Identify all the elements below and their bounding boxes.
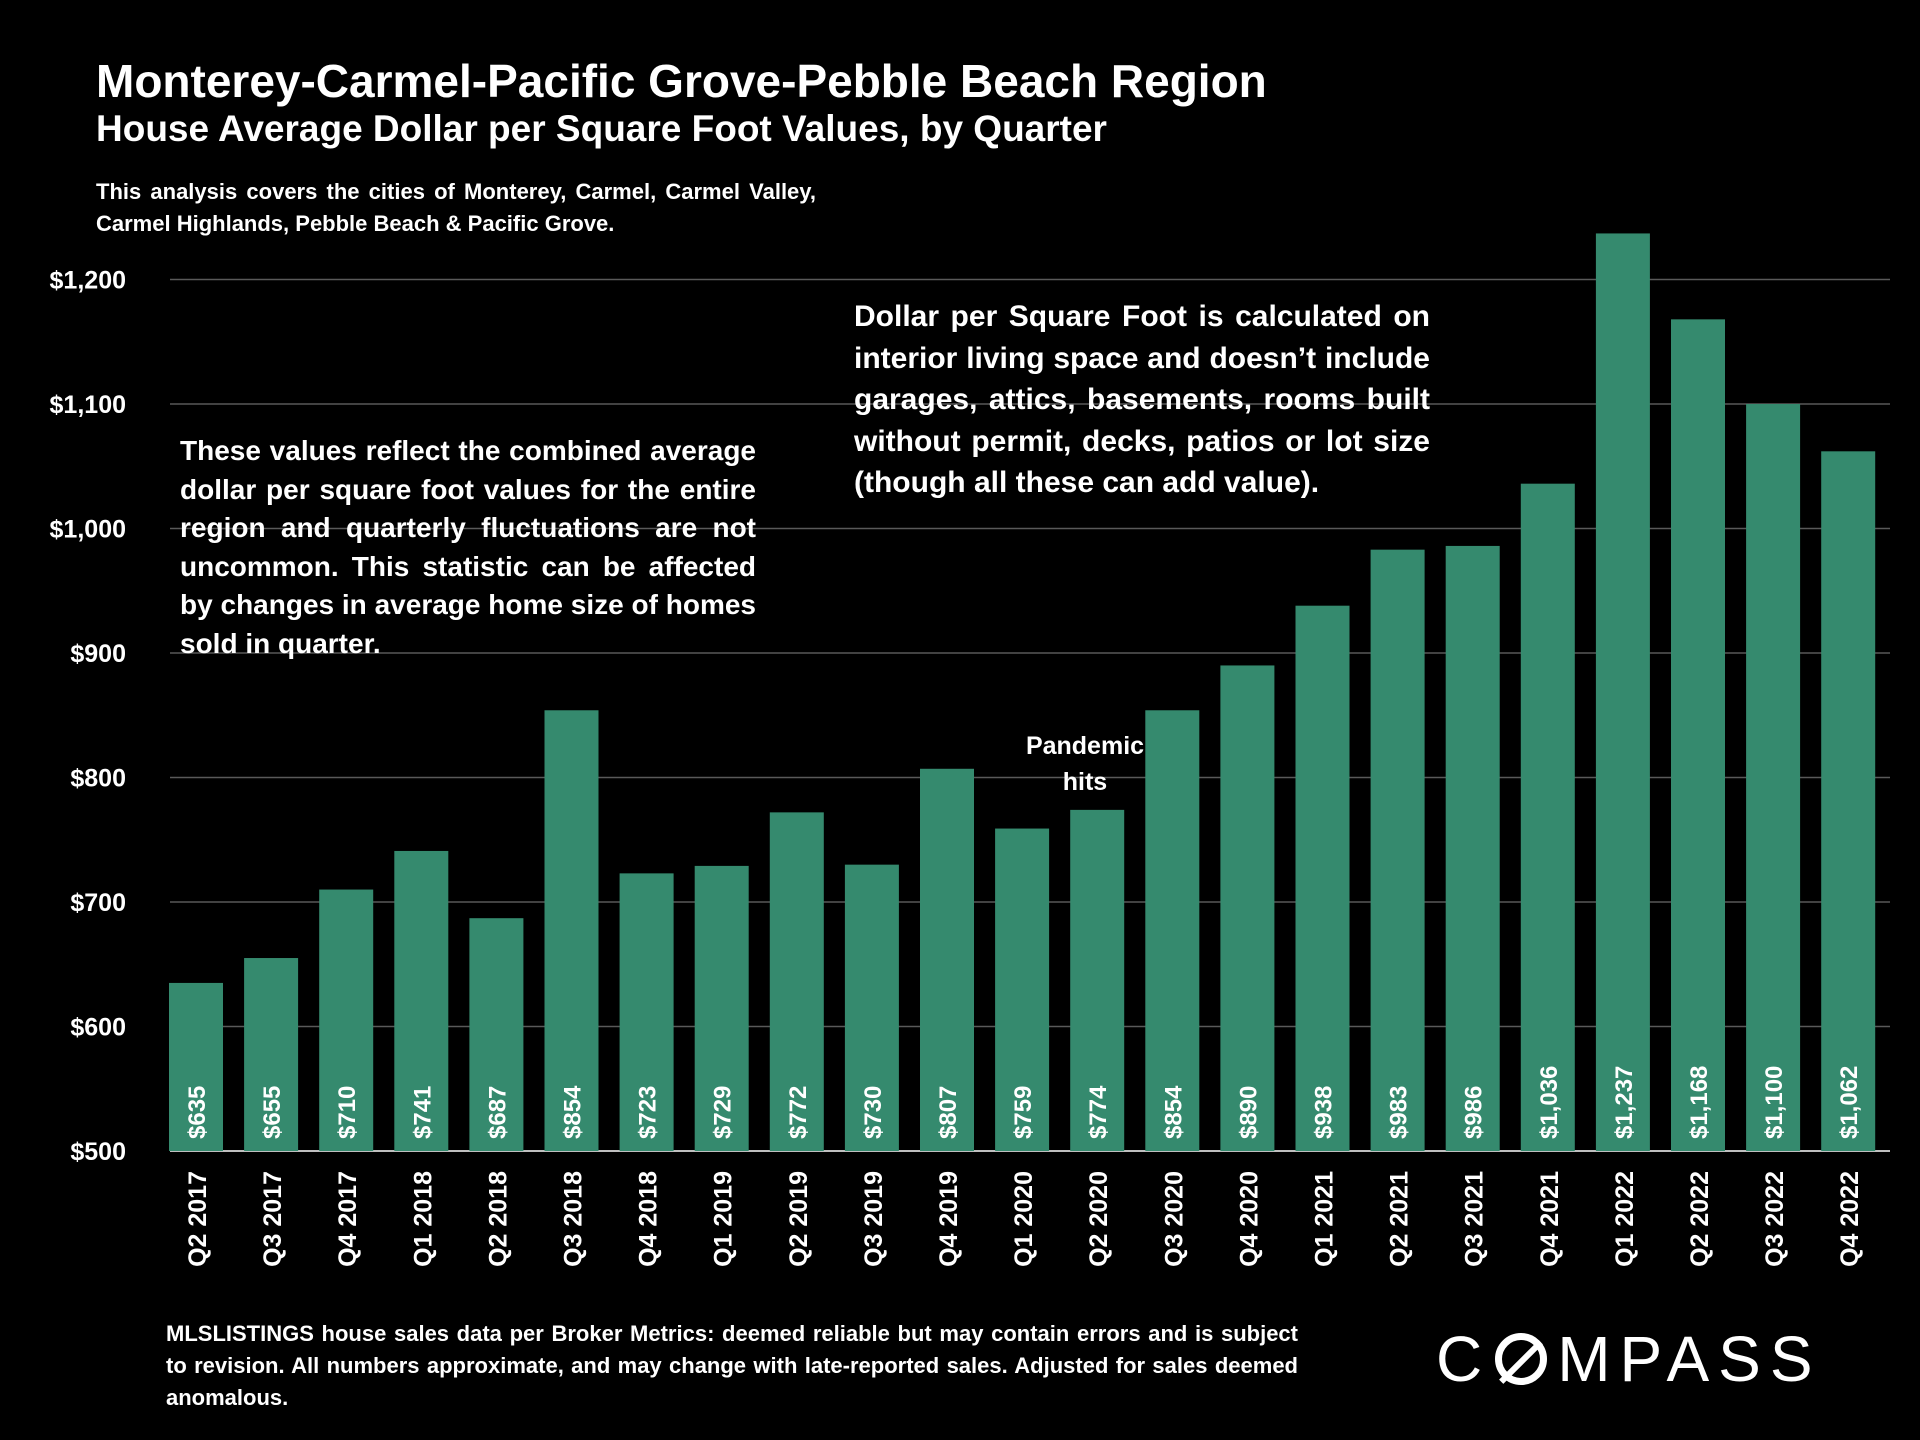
x-tick-label: Q3 2018: [560, 1171, 588, 1267]
bar: [1595, 233, 1650, 1151]
data-label: $983: [1386, 1086, 1413, 1139]
y-tick-label: $1,000: [50, 516, 126, 544]
data-label: $635: [184, 1086, 211, 1139]
x-tick-label: Q1 2021: [1311, 1171, 1339, 1267]
bar: [394, 850, 449, 1151]
data-label: $854: [1160, 1085, 1187, 1139]
x-tick-label: Q4 2022: [1836, 1171, 1864, 1267]
y-tick-label: $500: [70, 1138, 126, 1166]
y-tick-label: $1,200: [50, 267, 126, 295]
footer-disclaimer: MLSLISTINGS house sales data per Broker …: [166, 1321, 1298, 1410]
data-label: $687: [484, 1086, 511, 1139]
x-tick-label: Q3 2019: [860, 1171, 888, 1267]
x-tick-label: Q2 2021: [1386, 1171, 1414, 1267]
data-label: $710: [334, 1086, 361, 1139]
data-label: $741: [409, 1086, 436, 1139]
bar: [1145, 710, 1200, 1151]
x-tick-label: Q3 2020: [1160, 1171, 1188, 1267]
x-tick-label: Q4 2018: [635, 1171, 663, 1267]
data-label: $854: [560, 1085, 587, 1139]
data-label: $729: [710, 1086, 737, 1139]
x-tick-label: Q3 2017: [259, 1171, 287, 1267]
bar: [619, 873, 674, 1151]
x-tick-label: Q3 2022: [1761, 1171, 1789, 1267]
bar: [1821, 451, 1876, 1151]
y-tick-label: $800: [70, 765, 126, 793]
compass-logo-ring: [1495, 1333, 1548, 1385]
bar: [544, 710, 599, 1151]
bar: [920, 768, 974, 1151]
data-label: $807: [935, 1086, 962, 1139]
chart-subtitle: House Average Dollar per Square Foot Val…: [96, 108, 1107, 149]
x-tick-label: Q2 2018: [484, 1171, 512, 1267]
bar: [1445, 545, 1500, 1151]
data-label: $759: [1010, 1086, 1037, 1139]
right-note: Dollar per Square Foot is calculated on …: [854, 300, 1430, 499]
bar: [844, 864, 899, 1151]
bar: [1070, 809, 1125, 1151]
bar: [995, 828, 1050, 1151]
data-label: $730: [860, 1086, 887, 1139]
x-tick-label: Q4 2020: [1235, 1171, 1263, 1267]
chart-title: Monterey-Carmel-Pacific Grove-Pebble Bea…: [96, 55, 1267, 107]
x-tick-label: Q2 2020: [1085, 1171, 1113, 1267]
y-tick-label: $600: [70, 1014, 126, 1042]
data-label: $655: [259, 1086, 286, 1139]
data-label: $1,100: [1761, 1066, 1788, 1139]
data-label: $723: [635, 1086, 662, 1139]
x-tick-label: Q4 2017: [334, 1171, 362, 1267]
data-label: $1,237: [1611, 1066, 1638, 1139]
bar: [1370, 549, 1425, 1151]
coverage-note: This analysis covers the cities of Monte…: [96, 179, 816, 236]
bar-chart: $500 $600 $700 $800 $900 $1,000 $1,100 $1,200 $6…: [50, 233, 1890, 1267]
bar: [1671, 319, 1725, 1152]
bar: [319, 889, 374, 1151]
x-tick-label: Q4 2021: [1536, 1171, 1564, 1267]
left-note: These values reflect the combined averag…: [180, 435, 756, 659]
data-label: $986: [1461, 1086, 1488, 1139]
data-label: $1,062: [1836, 1066, 1863, 1139]
bar: [1220, 665, 1275, 1151]
x-tick-label: Q2 2019: [785, 1171, 813, 1267]
x-tick-label: Q1 2019: [710, 1171, 738, 1267]
x-tick-label: Q1 2022: [1611, 1171, 1639, 1267]
y-tick-label: $900: [70, 640, 126, 668]
bar: [1746, 404, 1801, 1151]
bar: [469, 918, 524, 1151]
x-tick-label: Q3 2021: [1461, 1171, 1489, 1267]
data-label: $938: [1311, 1086, 1338, 1139]
compass-logo: C MPASS: [1436, 1323, 1822, 1395]
bar: [769, 812, 824, 1151]
pandemic-annotation: Pandemic hits: [1025, 732, 1145, 796]
x-tick-label: Q1 2020: [1010, 1171, 1038, 1267]
y-tick-label: $1,100: [50, 391, 126, 419]
data-label: $1,036: [1536, 1066, 1563, 1139]
y-tick-label: $700: [70, 889, 126, 917]
x-tick-label: Q1 2018: [409, 1171, 437, 1267]
data-label: $774: [1085, 1085, 1112, 1139]
x-tick-label: Q2 2017: [184, 1171, 212, 1267]
bar: [169, 982, 223, 1151]
bar: [1520, 483, 1575, 1151]
bar: [1295, 605, 1350, 1151]
data-label: $1,168: [1686, 1066, 1713, 1139]
data-label: $772: [785, 1086, 812, 1139]
x-tick-label: Q4 2019: [935, 1171, 963, 1267]
bar: [244, 958, 299, 1151]
bar: [694, 865, 749, 1151]
data-label: $890: [1235, 1086, 1262, 1139]
x-tick-label: Q2 2022: [1686, 1171, 1714, 1267]
